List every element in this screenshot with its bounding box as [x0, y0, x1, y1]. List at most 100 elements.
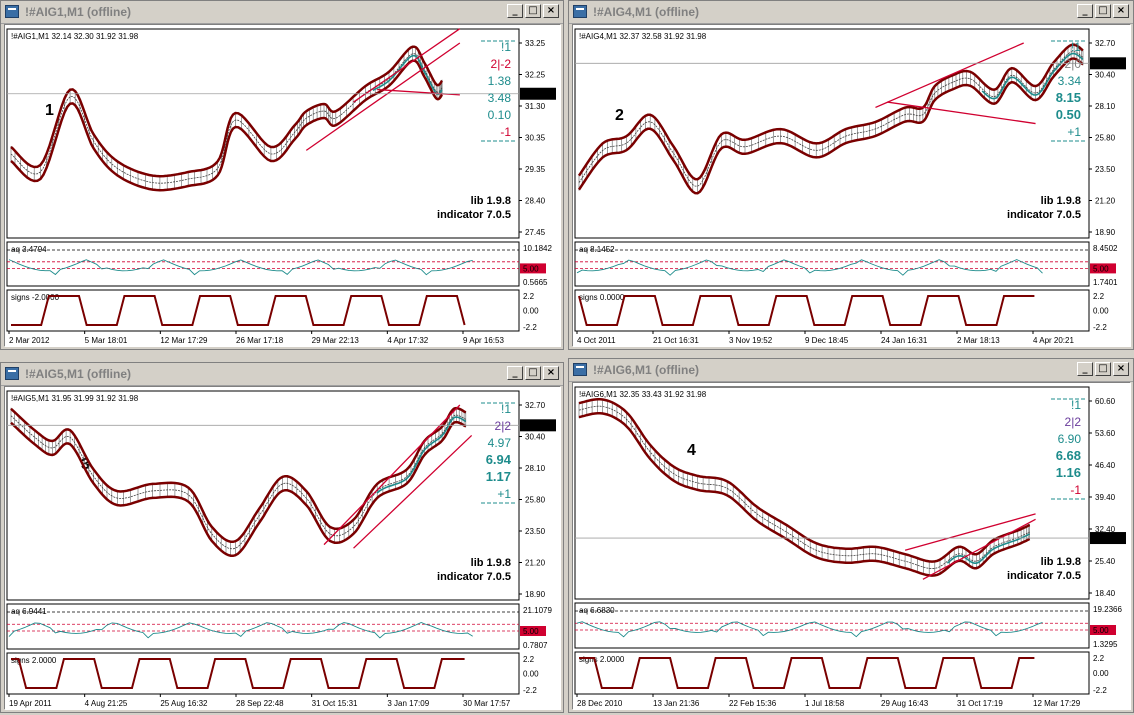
title-bar[interactable]: !#AIG5,M1 (offline) _ □ ×: [1, 363, 563, 386]
aq-label: aq 6.9441: [11, 607, 47, 616]
aq-pane[interactable]: [6, 241, 520, 287]
chart-canvas[interactable]: !#AIG4,M1 32.37 32.58 31.92 31.98 2 32.70 3…: [573, 25, 1131, 347]
time-axis-label: 31 Oct 17:19: [957, 699, 1003, 708]
main-pane[interactable]: [6, 390, 520, 601]
stats-value: 0.50: [1056, 107, 1081, 122]
chart-window-aig5[interactable]: !#AIG5,M1 (offline) _ □ × !#AIG5,M1 31.9…: [0, 362, 564, 713]
aq-pane[interactable]: [6, 603, 520, 650]
aq-tick-label: 5.00: [523, 627, 539, 636]
aq-pane[interactable]: [574, 241, 1090, 287]
main-pane[interactable]: [574, 28, 1090, 239]
time-axis-label: 2 Mar 2012: [9, 336, 50, 345]
indicator-version-label: indicator 7.0.5: [1007, 570, 1081, 582]
aq-level-tag: [1090, 263, 1116, 274]
chart-canvas[interactable]: !#AIG6,M1 32.35 33.43 31.92 31.98 4 60.60 5…: [573, 383, 1131, 710]
trend-channel-line[interactable]: [887, 101, 1036, 125]
middle-line: [578, 51, 1084, 187]
time-axis-label: 5 Mar 18:01: [85, 336, 128, 345]
teal-overlay: [372, 54, 443, 96]
chart-canvas[interactable]: !#AIG5,M1 31.95 31.99 31.92 31.98 3 32.70 3…: [5, 387, 561, 710]
minimize-icon[interactable]: _: [1077, 4, 1093, 18]
close-icon[interactable]: ×: [1113, 362, 1129, 376]
trend-channel-line[interactable]: [323, 404, 461, 546]
minimize-icon[interactable]: _: [1077, 362, 1093, 376]
trend-channel-line[interactable]: [875, 42, 1024, 109]
trend-channel-line[interactable]: [353, 28, 461, 103]
aq-tick-label: 1.3295: [1093, 640, 1118, 649]
price-tag: [520, 87, 556, 100]
price-tick-label: 30.35: [525, 134, 546, 143]
signs-tick-label: 0.00: [523, 307, 539, 316]
price-tick-label: 31.30: [525, 102, 546, 111]
maximize-icon[interactable]: □: [1095, 4, 1111, 18]
title-bar[interactable]: !#AIG6,M1 (offline) _ □ ×: [569, 359, 1133, 382]
chart-legend: !#AIG4,M1 32.37 32.58 31.92 31.98: [579, 32, 707, 41]
window-icon[interactable]: [573, 5, 587, 18]
main-pane[interactable]: [574, 386, 1090, 600]
price-tick-label: 18.40: [1095, 589, 1116, 598]
trend-channel-line[interactable]: [904, 513, 1036, 551]
price-tick-label: 21.20: [1095, 197, 1116, 206]
aq-level-tag: [520, 626, 546, 636]
close-icon[interactable]: ×: [543, 4, 559, 18]
chart-client-area[interactable]: !#AIG5,M1 31.95 31.99 31.92 31.98 3 32.70 3…: [4, 386, 561, 710]
upper-band: [10, 45, 443, 178]
chart-canvas[interactable]: !#AIG1,M1 32.14 32.30 31.92 31.98 1 33.25 3…: [5, 25, 561, 347]
close-icon[interactable]: ×: [543, 366, 559, 380]
trend-channel-line[interactable]: [922, 518, 1036, 580]
close-icon[interactable]: ×: [1113, 4, 1129, 18]
signs-pane[interactable]: [6, 289, 520, 332]
title-bar[interactable]: !#AIG1,M1 (offline) _ □ ×: [1, 1, 563, 24]
trend-channel-line[interactable]: [305, 42, 461, 151]
lower-band: [577, 57, 1084, 195]
time-axis-label: 21 Oct 16:31: [653, 336, 699, 345]
price-tag: [1090, 532, 1126, 545]
chart-window-aig1[interactable]: !#AIG1,M1 (offline) _ □ × !#AIG1,M1 32.1…: [0, 0, 564, 350]
lib-version-label: lib 1.9.8: [471, 557, 511, 569]
price-tick-label: 60.60: [1095, 397, 1116, 406]
chart-window-aig6[interactable]: !#AIG6,M1 (offline) _ □ × !#AIG6,M1 32.3…: [568, 358, 1134, 713]
time-axis-label: 22 Feb 15:36: [729, 699, 777, 708]
chart-number-label: 3: [81, 456, 90, 473]
chart-client-area[interactable]: !#AIG1,M1 32.14 32.30 31.92 31.98 1 33.25 3…: [4, 24, 561, 347]
chart-client-area[interactable]: !#AIG6,M1 32.35 33.43 31.92 31.98 4 60.60 5…: [572, 382, 1131, 710]
price-tick-label: 39.40: [1095, 493, 1116, 502]
minimize-icon[interactable]: _: [507, 366, 523, 380]
time-axis-label: 1 Jul 18:58: [805, 699, 845, 708]
aq-pane[interactable]: [574, 602, 1090, 649]
signs-label: signs -2.0000: [11, 293, 60, 302]
price-tag-label: 31.98: [1094, 534, 1115, 543]
time-axis-label: 13 Jan 21:36: [653, 699, 700, 708]
lib-version-label: lib 1.9.8: [1041, 195, 1081, 207]
window-icon[interactable]: [5, 367, 19, 380]
chart-window-aig4[interactable]: !#AIG4,M1 (offline) _ □ × !#AIG4,M1 32.3…: [568, 0, 1134, 350]
price-tick-label: 28.10: [1095, 102, 1116, 111]
teal-overlay: [981, 52, 1084, 100]
maximize-icon[interactable]: □: [525, 366, 541, 380]
window-icon[interactable]: [573, 363, 587, 376]
main-pane[interactable]: [6, 28, 520, 239]
aq-line: [576, 621, 1043, 638]
aq-tick-label: 5.00: [523, 264, 539, 273]
time-axis-label: 28 Dec 2010: [577, 699, 623, 708]
chart-client-area[interactable]: !#AIG4,M1 32.37 32.58 31.92 31.98 2 32.70 3…: [572, 24, 1131, 347]
maximize-icon[interactable]: □: [525, 4, 541, 18]
stats-value: -1: [500, 125, 511, 139]
price-tick-label: 30.40: [525, 433, 546, 442]
chart-number-label: 1: [45, 102, 54, 119]
signs-pane[interactable]: [574, 289, 1090, 332]
signs-pane[interactable]: [6, 652, 520, 695]
aq-tick-label: 1.7401: [1093, 278, 1118, 287]
time-axis-label: 4 Apr 17:32: [387, 336, 428, 345]
window-icon[interactable]: [5, 5, 19, 18]
price-tick-label: 18.90: [525, 590, 546, 599]
signs-pane[interactable]: [574, 651, 1090, 695]
trend-channel-line[interactable]: [353, 434, 473, 549]
signs-line: [11, 658, 465, 689]
time-axis-label: 24 Jan 16:31: [881, 336, 928, 345]
price-tick-label: 46.40: [1095, 461, 1116, 470]
price-tag: [1090, 57, 1126, 70]
title-bar[interactable]: !#AIG4,M1 (offline) _ □ ×: [569, 1, 1133, 24]
minimize-icon[interactable]: _: [507, 4, 523, 18]
maximize-icon[interactable]: □: [1095, 362, 1111, 376]
